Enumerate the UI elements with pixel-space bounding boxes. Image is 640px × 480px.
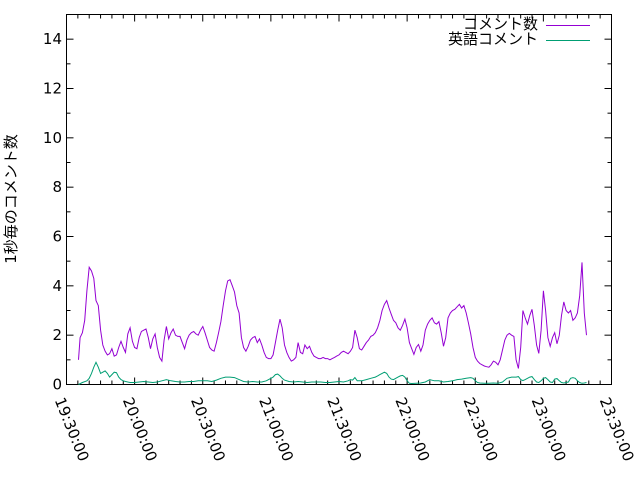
plot-border (66, 14, 612, 385)
x-tick-label: 20:30:00 (187, 395, 229, 464)
x-tick-label: 22:30:00 (460, 395, 502, 464)
y-tick-label: 0 (52, 376, 62, 394)
y-tick-label: 2 (52, 326, 62, 344)
series-line-english-comments (78, 361, 587, 385)
y-tick-label: 12 (43, 80, 62, 98)
series-line-comments (78, 262, 587, 369)
x-tick-label: 23:30:00 (596, 395, 638, 464)
x-tick-label: 23:00:00 (528, 395, 570, 464)
y-tick-label: 10 (43, 129, 62, 147)
x-tick-label: 22:00:00 (391, 395, 433, 464)
legend-label-english-comments: 英語コメント (448, 30, 538, 48)
y-tick-label: 4 (52, 277, 62, 295)
y-tick-label: 14 (43, 30, 62, 48)
legend-label-comments: コメント数 (463, 15, 538, 33)
x-tick-label: 21:00:00 (255, 395, 297, 464)
y-tick-label: 6 (52, 228, 62, 246)
x-tick-label: 19:30:00 (51, 395, 93, 464)
y-axis-title: 1秒毎のコメント数 (2, 134, 20, 264)
y-tick-label: 8 (52, 178, 62, 196)
x-tick-label: 20:00:00 (119, 395, 161, 464)
x-tick-label: 21:30:00 (323, 395, 365, 464)
